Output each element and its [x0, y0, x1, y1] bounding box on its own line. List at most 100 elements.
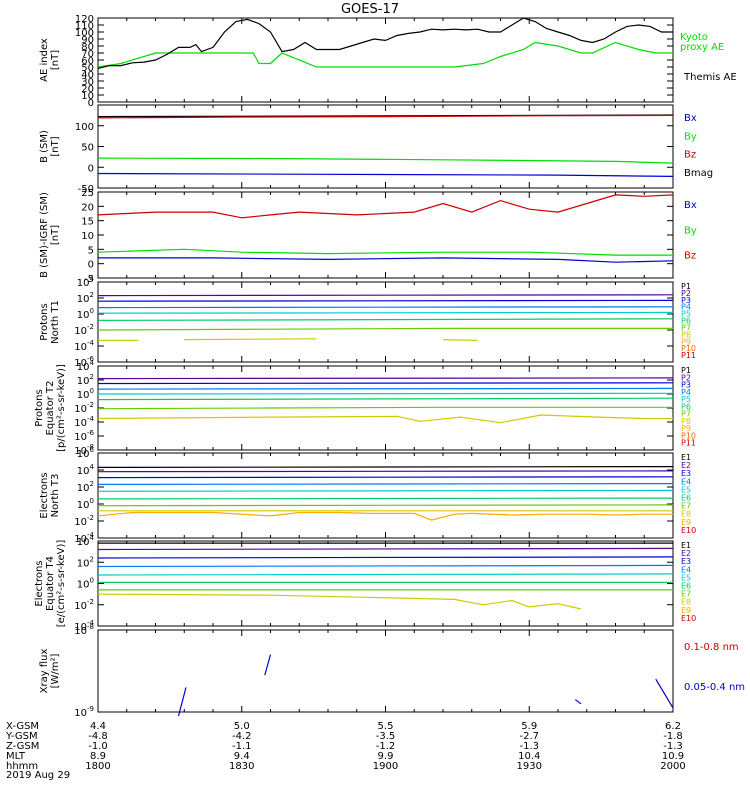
y-tick-label: 0 — [88, 260, 94, 271]
y-axis-label: [W/m²] — [50, 653, 61, 688]
ephemeris-value: -2.7 — [519, 731, 539, 742]
series-line-e2 — [97, 547, 674, 551]
series-line-p8c — [442, 339, 478, 341]
ephemeris-value: -1.3 — [663, 741, 683, 752]
legend-entry: E1 — [681, 453, 691, 462]
ephemeris-value: 9.9 — [378, 751, 394, 762]
y-tick-label: 40 — [81, 70, 94, 81]
ephemeris-value: 5.9 — [521, 721, 537, 732]
y-tick-label: 25 — [81, 188, 94, 199]
series-line-s3 — [574, 699, 582, 705]
series-line-p8b — [184, 338, 317, 341]
y-tick-label: 10-2 — [74, 323, 94, 337]
series-line-s1 — [177, 687, 187, 717]
series-line-p8 — [97, 414, 673, 424]
legend-entry: P2 — [681, 289, 691, 298]
y-tick-label: 10 — [81, 231, 94, 242]
legend-entry: P9 — [681, 424, 691, 433]
ephemeris-value: -4.2 — [232, 731, 252, 742]
y-tick-label: 10-2 — [74, 598, 94, 612]
legend-entry: P10 — [681, 344, 696, 353]
legend-entry: E2 — [681, 461, 691, 470]
legend-entry: E6 — [681, 494, 691, 503]
legend-entry: P9 — [681, 337, 691, 346]
y-axis-label: Equator T4 — [45, 556, 56, 611]
ephemeris-value: -1.1 — [232, 741, 252, 752]
series-line-themis-ae — [97, 17, 673, 69]
legend-entry: P2 — [681, 373, 691, 382]
y-tick-label: 100 — [77, 307, 94, 321]
series-line-p5 — [97, 392, 674, 395]
legend-entry: E4 — [681, 565, 691, 574]
legend-entry: P10 — [681, 431, 696, 440]
legend-entry: P11 — [681, 351, 696, 360]
panel-frame — [97, 191, 674, 279]
legend-entry: P6 — [681, 402, 691, 411]
series-line-e3 — [97, 476, 674, 479]
y-tick-label: 80 — [81, 42, 94, 53]
y-tick-label: 60 — [81, 56, 94, 67]
ephemeris-value: 4.4 — [90, 721, 106, 732]
legend-entry: Bmag — [684, 168, 713, 179]
panel-frame — [97, 17, 674, 103]
series-line-e8 — [97, 593, 582, 610]
legend-entry: E4 — [681, 477, 691, 486]
y-tick-label: 104 — [77, 534, 95, 548]
y-tick-label: 100 — [77, 387, 94, 401]
y-tick-label: 10-4 — [74, 415, 94, 429]
y-tick-label: 102 — [77, 555, 94, 569]
y-axis-label: B (SM)-IGRF (SM) — [39, 192, 50, 278]
y-tick-label: 15 — [81, 217, 94, 228]
y-axis-label: Protons — [39, 303, 50, 340]
legend-entry: E9 — [681, 606, 691, 615]
legend-entry: proxy AE — [680, 42, 724, 53]
legend-entry: E7 — [681, 502, 691, 511]
y-tick-label: 104 — [77, 275, 95, 289]
y-tick-label: 104 — [77, 463, 95, 477]
series-line-p2 — [97, 294, 674, 297]
ephemeris-value: 10.4 — [518, 751, 540, 762]
y-axis-label: Protons — [34, 389, 45, 426]
y-tick-label: 0 — [88, 98, 94, 109]
y-tick-label: 102 — [77, 480, 94, 494]
series-line-bx — [97, 172, 674, 177]
legend-entry: P5 — [681, 395, 691, 404]
y-axis-label: North T1 — [50, 300, 61, 344]
series-line-e7 — [97, 504, 674, 507]
y-axis-label: [nT] — [50, 225, 61, 245]
y-tick-label: 70 — [81, 49, 94, 60]
y-tick-label: 104 — [77, 359, 95, 373]
y-tick-label: 100 — [77, 497, 94, 511]
y-tick-label: 30 — [81, 77, 94, 88]
legend-entry: Bx — [684, 200, 697, 211]
ephemeris-value: 1800 — [85, 761, 110, 772]
legend-entry: Kyoto — [680, 32, 708, 43]
y-axis-label: [p/(cm²-s-sr-keV)] — [56, 364, 67, 452]
legend-entry: P3 — [681, 296, 691, 305]
ephemeris-value: -4.8 — [88, 731, 108, 742]
ephemeris-value: 9.4 — [234, 751, 250, 762]
legend-entry: P3 — [681, 381, 691, 390]
series-line-e4 — [97, 483, 674, 485]
ephemeris-value: 6.2 — [665, 721, 681, 732]
y-tick-label: 100 — [75, 28, 94, 39]
y-tick-label: 100 — [77, 577, 94, 591]
series-line-e2 — [97, 470, 674, 473]
ephemeris-value: 5.0 — [234, 721, 250, 732]
series-line-e6 — [97, 497, 674, 500]
ephemeris-row-label: hhmm — [6, 761, 38, 772]
figure-title: GOES-17 — [341, 2, 399, 17]
ephemeris-value: 10.9 — [662, 751, 684, 762]
y-axis-label: Electrons — [39, 472, 50, 518]
y-axis-label: Xray flux — [39, 649, 50, 694]
y-axis-label: North T3 — [50, 474, 61, 518]
legend-entry: P7 — [681, 410, 691, 419]
y-tick-label: 0 — [88, 163, 94, 174]
series-line-bz — [97, 114, 674, 119]
series-line-kyoto-proxy-ae — [97, 41, 673, 68]
y-tick-label: -50 — [78, 184, 94, 195]
